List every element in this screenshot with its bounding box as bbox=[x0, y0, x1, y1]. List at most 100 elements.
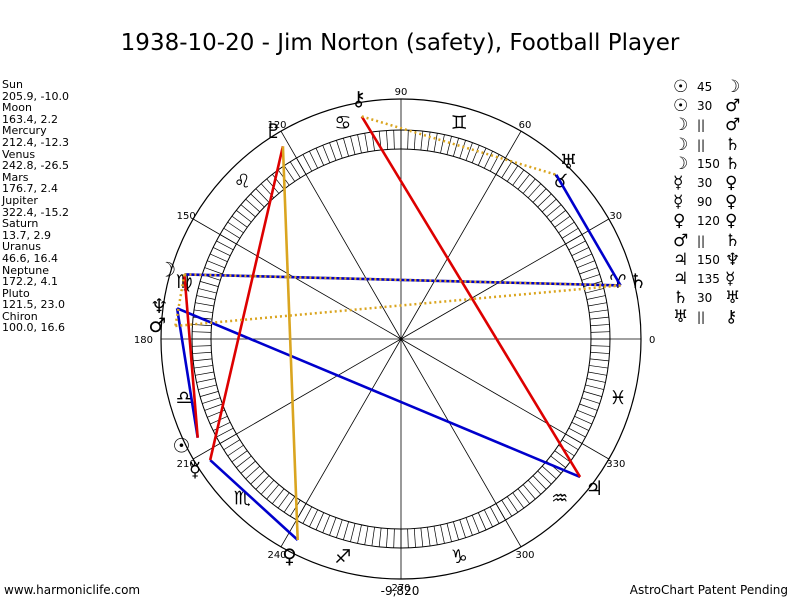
sun-glyph: ☉ bbox=[173, 434, 191, 458]
planet-name: Saturn bbox=[2, 217, 39, 231]
aspect-planet-b: ♄ bbox=[725, 153, 741, 174]
aspect-planet-b: ♂ bbox=[725, 115, 741, 136]
degree-tick bbox=[537, 470, 552, 485]
degree-tick bbox=[199, 391, 219, 397]
degree-tick bbox=[506, 496, 519, 513]
aspect-line bbox=[555, 174, 622, 287]
chart-title: 1938-10-20 - Jim Norton (safety), Footba… bbox=[120, 30, 680, 56]
degree-tick bbox=[440, 134, 445, 154]
planet-coords: 205.9, -10.0 bbox=[2, 89, 69, 103]
degree-tick bbox=[465, 517, 473, 536]
degree-tick bbox=[453, 137, 459, 157]
degree-tick bbox=[517, 488, 530, 504]
aspect-planet-a: ☿ bbox=[673, 192, 684, 213]
degree-tick bbox=[453, 521, 459, 541]
degree-tick bbox=[223, 439, 241, 451]
planet-position-list: Sun 205.9, -10.0 Moon 163.4, 2.2 Mercury 212.… bbox=[2, 79, 69, 334]
degree-label: 210 bbox=[177, 459, 196, 470]
aspect-type: 30 bbox=[697, 175, 713, 190]
degree-tick bbox=[199, 281, 219, 287]
degree-tick bbox=[589, 358, 609, 362]
mars-glyph: ♂ bbox=[148, 313, 166, 337]
degree-tick bbox=[589, 316, 609, 320]
degree-label: 330 bbox=[606, 459, 625, 470]
degree-tick bbox=[427, 131, 431, 151]
planet-name: Venus bbox=[2, 147, 36, 161]
degree-tick bbox=[357, 524, 362, 544]
house-spoke bbox=[280, 338, 402, 548]
house-spoke bbox=[192, 338, 402, 460]
degree-tick bbox=[315, 512, 325, 531]
degree-tick bbox=[283, 496, 296, 513]
degree-tick bbox=[546, 204, 562, 218]
degree-tick bbox=[589, 309, 609, 313]
degree-tick bbox=[541, 465, 557, 480]
degree-tick bbox=[407, 528, 409, 548]
aspect-planet-a: ☽ bbox=[673, 134, 689, 155]
zodiac-sign: ♎ bbox=[176, 387, 193, 409]
degree-tick bbox=[561, 439, 579, 451]
degree-tick bbox=[212, 421, 231, 431]
planet-coords: 121.5, 23.0 bbox=[2, 298, 65, 312]
aspect-type: 45 bbox=[697, 80, 713, 94]
degree-tick bbox=[240, 460, 256, 474]
aspect-line bbox=[184, 273, 621, 287]
degree-tick bbox=[198, 384, 217, 390]
degree-tick bbox=[550, 210, 566, 223]
degree-tick bbox=[204, 403, 223, 411]
degree-tick bbox=[420, 527, 424, 547]
degree-tick bbox=[590, 351, 610, 354]
degree-tick bbox=[407, 130, 409, 150]
zodiac-sign: ♐ bbox=[334, 546, 351, 568]
aspect-planet-a: ♃ bbox=[673, 268, 689, 289]
degree-tick bbox=[378, 527, 382, 547]
degree-tick bbox=[501, 499, 513, 517]
degree-label: 270 bbox=[391, 583, 410, 594]
aspect-planet-b: ♀ bbox=[725, 172, 738, 193]
degree-tick bbox=[550, 455, 566, 468]
aspect-type: || bbox=[697, 118, 706, 133]
aspect-type: 30 bbox=[697, 291, 713, 306]
aspect-planet-a: ♂ bbox=[673, 230, 689, 251]
degree-label: 150 bbox=[177, 211, 196, 222]
pluto-glyph: ♇ bbox=[265, 119, 283, 143]
aspect-planet-b: ⚷ bbox=[725, 307, 738, 328]
aspect-type: 135 bbox=[697, 271, 720, 286]
aspect-type: 30 bbox=[697, 99, 713, 114]
degree-tick bbox=[322, 145, 331, 163]
degree-tick bbox=[309, 150, 319, 169]
degree-tick bbox=[433, 526, 438, 545]
degree-tick bbox=[489, 506, 500, 524]
aspect-type: 120 bbox=[697, 214, 720, 229]
aspect-line bbox=[208, 146, 285, 461]
degree-tick bbox=[289, 161, 301, 179]
degree-tick bbox=[471, 145, 480, 163]
degree-tick bbox=[350, 136, 356, 155]
degree-tick bbox=[568, 427, 586, 438]
degree-tick bbox=[537, 193, 552, 208]
degree-tick bbox=[577, 260, 595, 269]
degree-tick bbox=[336, 140, 343, 159]
degree-tick bbox=[413, 528, 416, 548]
degree-tick bbox=[554, 450, 571, 463]
degree-tick bbox=[209, 253, 228, 263]
degree-tick bbox=[195, 371, 214, 376]
degree-tick bbox=[440, 524, 445, 544]
footer-website[interactable]: www.harmoniclife.com bbox=[4, 583, 141, 597]
planet-name: Chiron bbox=[2, 309, 38, 323]
degree-tick bbox=[193, 309, 213, 313]
planet-name: Neptune bbox=[2, 263, 50, 277]
degree-tick bbox=[227, 444, 244, 457]
degree-tick bbox=[227, 221, 244, 234]
degree-tick bbox=[250, 470, 265, 485]
degree-tick bbox=[216, 240, 234, 251]
degree-tick bbox=[585, 384, 604, 390]
house-spoke bbox=[400, 218, 610, 340]
aspect-line bbox=[209, 459, 299, 541]
degree-tick bbox=[558, 221, 575, 234]
aspect-line bbox=[174, 274, 186, 327]
moon-glyph: ☽ bbox=[158, 257, 176, 281]
degree-tick bbox=[588, 302, 607, 307]
degree-tick bbox=[571, 421, 590, 431]
degree-label: 300 bbox=[515, 550, 534, 561]
